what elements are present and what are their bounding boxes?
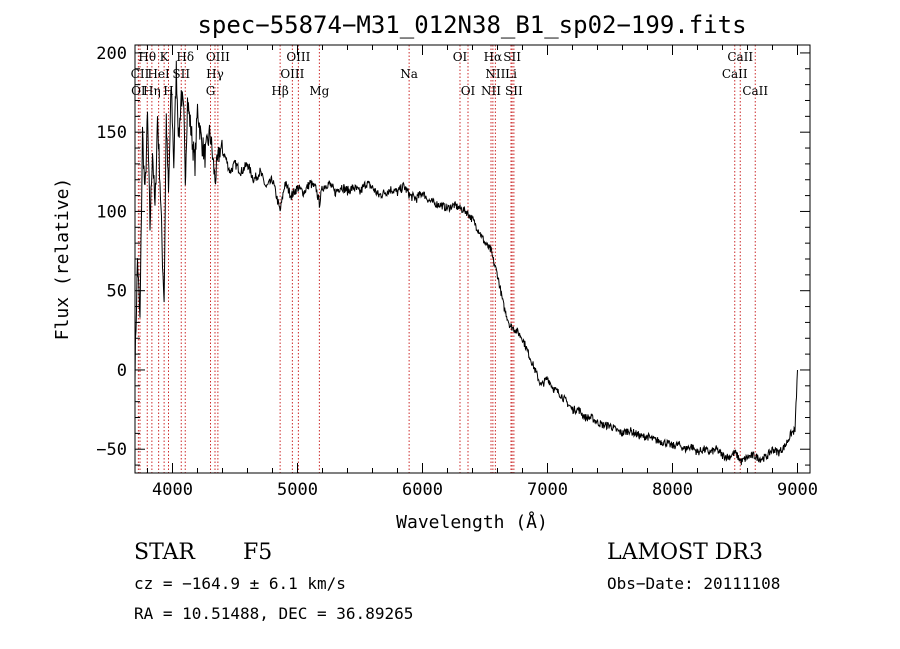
y-axis-label: Flux (relative) [52,178,73,341]
line-label: Hη [143,84,161,98]
line-label: OIII [280,67,304,81]
line-label: K [160,50,170,64]
line-label: Na [400,67,418,81]
line-label: CaII [742,84,768,98]
x-tick-label: 8000 [652,480,693,500]
spectral-line-markers [137,45,756,473]
coordinates: RA = 10.51488, DEC = 36.89265 [134,604,413,623]
line-label: OI [453,50,468,64]
y-axis-ticks: −50 0 50 100 150 200 [96,44,810,466]
line-label: G [206,84,216,98]
line-label: NII [481,84,501,98]
line-label: NII [485,67,505,81]
line-label: CaII [727,50,753,64]
y-tick-label: −50 [96,440,127,460]
velocity-readout: cz = −164.9 ± 6.1 km/s [134,574,346,593]
object-class: STAR [134,540,196,565]
x-tick-label: 7000 [527,480,568,500]
survey-name: LAMOST DR3 [607,540,763,565]
x-tick-label: 4000 [152,480,193,500]
line-label: SII [503,50,521,64]
line-label: HeI [147,67,170,81]
spectrum-series-line [134,60,798,466]
x-axis-ticks: 4000 5000 6000 7000 8000 9000 [147,45,818,500]
line-label: Hθ [138,50,156,64]
y-tick-label: 0 [117,361,127,381]
y-tick-label: 50 [107,282,127,302]
y-tick-label: 200 [96,44,127,64]
line-label: Hγ [206,67,224,81]
chart-title: spec−55874−M31_012N38_B1_sp02−199.fits [197,11,746,39]
obs-date: Obs−Date: 20111108 [607,574,780,593]
x-tick-label: 9000 [777,480,818,500]
line-label: Li [505,67,517,81]
x-tick-label: 6000 [402,480,443,500]
plot-frame [134,44,811,474]
x-axis-label: Wavelength (Å) [396,511,548,533]
line-label: SII [505,84,523,98]
line-label: Hβ [271,84,288,98]
line-label: Mg [309,84,329,98]
line-label: OIII [206,50,230,64]
line-label: Hα [484,50,503,64]
line-label: CaII [722,67,748,81]
line-label: H [163,84,173,98]
line-label: Hδ [176,50,194,64]
y-tick-label: 100 [96,202,127,222]
line-label: OIII [286,50,310,64]
y-tick-label: 150 [96,123,127,143]
object-subclass: F5 [243,540,272,565]
line-label: OI [461,84,476,98]
x-tick-label: 5000 [277,480,318,500]
line-label: SII [172,67,190,81]
